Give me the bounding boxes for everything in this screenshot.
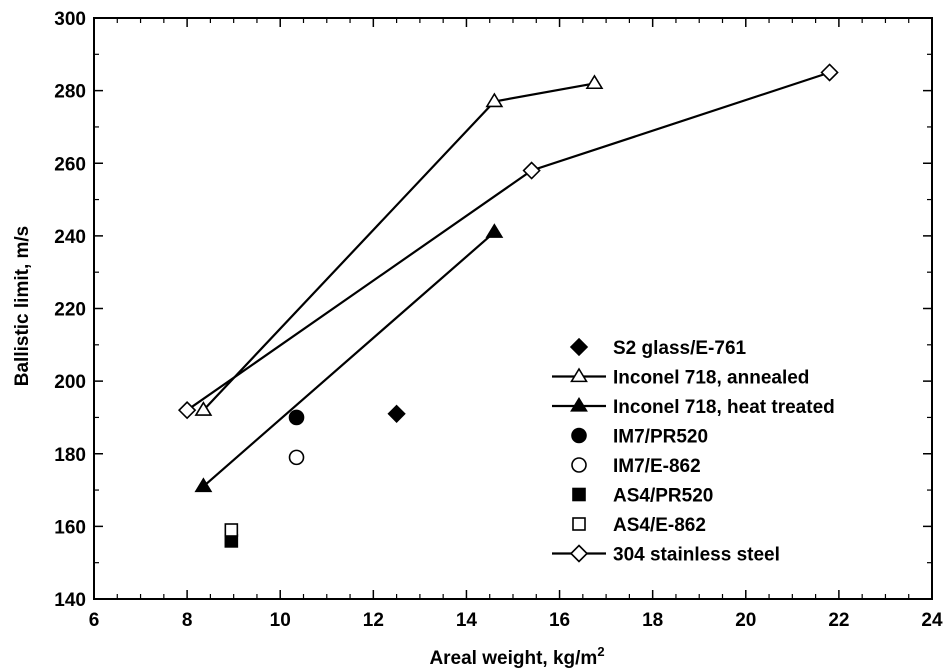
y-tick-label: 280 xyxy=(54,82,86,103)
data-point-series-3 xyxy=(288,409,305,426)
legend-marker-4 xyxy=(571,457,587,473)
legend-label-2: Inconel 718, heat treated xyxy=(613,397,835,418)
series-line-7 xyxy=(186,71,830,412)
x-tick-label: 12 xyxy=(363,610,384,631)
y-tick-label: 240 xyxy=(54,227,86,248)
y-tick-label: 260 xyxy=(54,154,86,175)
legend-label-3: IM7/PR520 xyxy=(613,427,708,448)
legend-label-7: 304 stainless steel xyxy=(613,545,780,566)
y-tick-label: 300 xyxy=(54,9,86,30)
y-axis-title: Ballistic limit, m/s xyxy=(12,226,33,387)
y-tick-label: 160 xyxy=(54,517,86,538)
x-tick-label: 16 xyxy=(549,610,570,631)
x-tick-label: 14 xyxy=(456,610,478,631)
data-point-series-4 xyxy=(288,449,305,466)
legend-label-5: AS4/PR520 xyxy=(613,486,713,507)
x-tick-label: 6 xyxy=(89,610,100,631)
legend-marker-6 xyxy=(572,517,586,531)
x-tick-label: 22 xyxy=(828,610,849,631)
legend-label-0: S2 glass/E-761 xyxy=(613,338,747,359)
y-axis: 140 160 180 200 220 240 260 280 300 xyxy=(54,9,932,611)
y-tick-label: 200 xyxy=(54,372,86,393)
data-point-series-1 xyxy=(194,401,213,416)
data-point-series-1 xyxy=(485,92,504,108)
legend-marker-0 xyxy=(569,337,589,357)
legend-marker-5 xyxy=(572,487,586,502)
y-tick-label: 220 xyxy=(54,300,86,321)
x-axis-title: Areal weight, kg/m2 xyxy=(429,644,604,669)
legend-marker-1 xyxy=(570,367,588,383)
data-point-series-7 xyxy=(522,161,541,180)
legend-marker-7 xyxy=(569,544,589,563)
legend: S2 glass/E-761 Inconel 718, annealed Incon… xyxy=(552,337,835,566)
data-point-series-1 xyxy=(585,74,604,90)
data-point-series-0 xyxy=(387,404,406,423)
legend-label-1: Inconel 718, annealed xyxy=(613,368,809,389)
x-tick-label: 10 xyxy=(270,610,291,631)
legend-marker-2 xyxy=(570,396,588,412)
x-axis: 6 8 10 12 14 16 18 20 22 24 xyxy=(89,18,943,631)
series-lines xyxy=(186,71,830,488)
series-markers xyxy=(177,63,839,548)
plot-border xyxy=(93,17,933,600)
legend-marker-3 xyxy=(571,427,587,444)
data-point-series-2 xyxy=(485,223,504,238)
data-point-series-7 xyxy=(820,63,839,82)
series-line-2 xyxy=(202,231,496,488)
series-line-1 xyxy=(202,82,595,411)
y-tick-label: 180 xyxy=(54,445,86,466)
data-point-series-7 xyxy=(177,401,197,420)
x-tick-label: 8 xyxy=(182,610,193,631)
legend-label-6: AS4/E-862 xyxy=(613,515,706,536)
x-tick-label: 20 xyxy=(735,610,756,631)
legend-label-4: IM7/E-862 xyxy=(613,456,701,477)
x-tick-label: 18 xyxy=(642,610,663,631)
x-axis-title-superscript: 2 xyxy=(597,644,604,659)
plot-frame xyxy=(93,17,933,600)
x-tick-label: 24 xyxy=(921,610,943,631)
y-tick-label: 140 xyxy=(54,590,86,611)
data-point-series-6 xyxy=(224,523,239,537)
data-point-series-2 xyxy=(194,477,213,493)
